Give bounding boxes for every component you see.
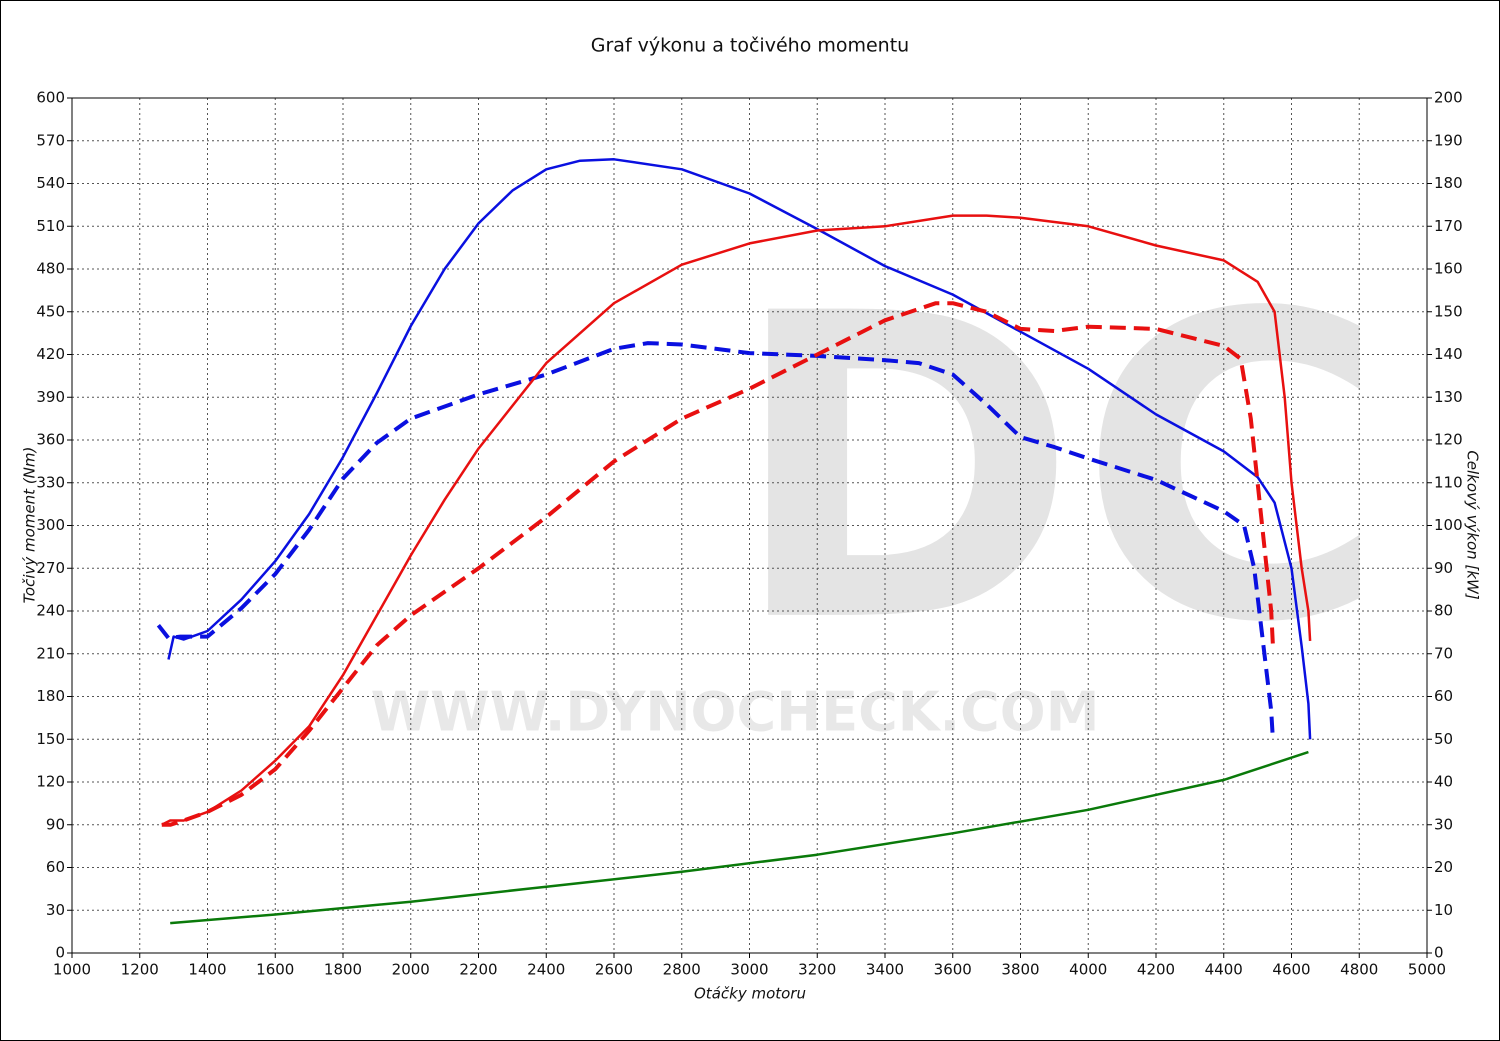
- plot-border: [71, 97, 1428, 954]
- y-tick-label: 120: [36, 773, 65, 791]
- x-tick-label: 4800: [1340, 961, 1378, 979]
- y2-axis-label: Celkový výkon [kW]: [1464, 450, 1482, 600]
- y2-tick-label: 20: [1434, 858, 1453, 876]
- y2-tick-label: 150: [1434, 302, 1463, 320]
- y-tick-label: 600: [36, 89, 65, 107]
- x-tick-label: 1600: [256, 961, 294, 979]
- watermark-url: WWW.DYNOCHECK.COM: [371, 681, 1100, 744]
- y-tick-label: 570: [36, 131, 65, 149]
- y-tick-label: 540: [36, 174, 65, 192]
- y-tick-label: 0: [55, 944, 65, 962]
- y2-tick-label: 50: [1434, 730, 1453, 748]
- y-tick-label: 240: [36, 602, 65, 620]
- y-tick-label: 480: [36, 260, 65, 278]
- watermark: DC: [730, 226, 1387, 715]
- x-tick-label: 2200: [459, 961, 497, 979]
- x-tick-label: 1000: [53, 961, 91, 979]
- y2-tick-label: 80: [1434, 602, 1453, 620]
- x-tick-label: 4600: [1272, 961, 1310, 979]
- y-tick-label: 510: [36, 217, 65, 235]
- x-tick-label: 3800: [1001, 961, 1039, 979]
- y-tick-label: 180: [36, 687, 65, 705]
- y-tick-label: 390: [36, 388, 65, 406]
- y-tick-label: 330: [36, 473, 65, 491]
- y-tick-label: 420: [36, 345, 65, 363]
- y2-tick-label: 100: [1434, 516, 1463, 534]
- y2-tick-label: 140: [1434, 345, 1463, 363]
- x-tick-label: 1200: [121, 961, 159, 979]
- y2-tick-label: 200: [1434, 89, 1463, 107]
- y2-tick-label: 120: [1434, 431, 1463, 449]
- y2-tick-label: 0: [1434, 944, 1444, 962]
- y-tick-label: 30: [46, 901, 65, 919]
- x-tick-label: 3400: [866, 961, 904, 979]
- x-axis-label: Otáčky motoru: [694, 985, 806, 1003]
- y2-tick-label: 70: [1434, 644, 1453, 662]
- x-tick-label: 4200: [1137, 961, 1175, 979]
- x-tick-label: 2600: [595, 961, 633, 979]
- y-axis-label: Točivý moment (Nm): [21, 447, 39, 604]
- x-tick-label: 4400: [1205, 961, 1243, 979]
- y-tick-label: 90: [46, 815, 65, 833]
- series-line: [167, 158, 1312, 740]
- y-tick-label: 450: [36, 302, 65, 320]
- y2-tick-label: 90: [1434, 559, 1453, 577]
- y-tick-label: 270: [36, 559, 65, 577]
- x-tick-label: 1800: [324, 961, 362, 979]
- series-line: [156, 341, 1275, 740]
- y-tick-label: 60: [46, 858, 65, 876]
- y-tick-label: 150: [36, 730, 65, 748]
- y2-tick-label: 180: [1434, 174, 1463, 192]
- x-tick-label: 4000: [1069, 961, 1107, 979]
- x-tick-label: 2000: [392, 961, 430, 979]
- y2-tick-label: 170: [1434, 217, 1463, 235]
- y-tick-label: 210: [36, 644, 65, 662]
- series-line: [161, 214, 1312, 826]
- y-tick-label: 360: [36, 431, 65, 449]
- series-line: [170, 750, 1309, 925]
- x-tick-label: 1400: [188, 961, 226, 979]
- y-tick-label: 300: [36, 516, 65, 534]
- x-tick-label: 2800: [663, 961, 701, 979]
- x-tick-label: 3200: [798, 961, 836, 979]
- y2-tick-label: 130: [1434, 388, 1463, 406]
- x-tick-label: 3600: [934, 961, 972, 979]
- y2-tick-label: 160: [1434, 260, 1463, 278]
- y2-tick-label: 60: [1434, 687, 1453, 705]
- y2-tick-label: 40: [1434, 773, 1453, 791]
- y2-tick-label: 30: [1434, 815, 1453, 833]
- series-line: [161, 301, 1275, 827]
- x-tick-label: 3000: [730, 961, 768, 979]
- y2-tick-label: 10: [1434, 901, 1453, 919]
- y2-tick-label: 110: [1434, 473, 1463, 491]
- chart-title: Graf výkonu a točivého momentu: [591, 35, 909, 57]
- x-tick-label: 2400: [527, 961, 565, 979]
- x-tick-label: 5000: [1408, 961, 1446, 979]
- y2-tick-label: 190: [1434, 131, 1463, 149]
